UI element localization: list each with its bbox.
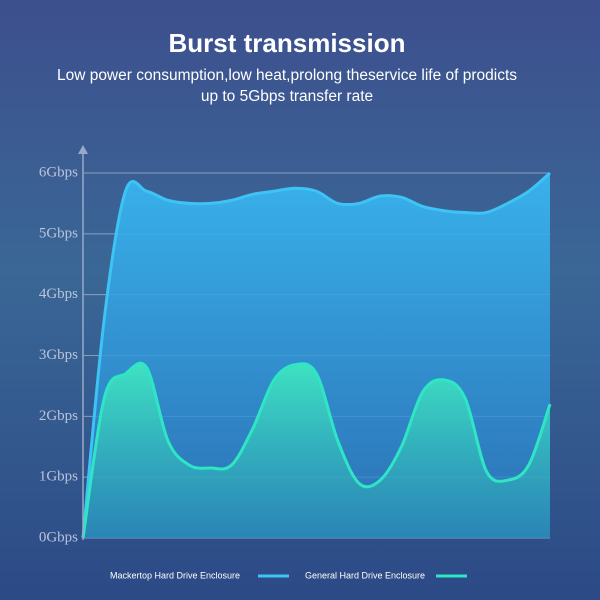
- legend-label: General Hard Drive Enclosure: [305, 570, 425, 580]
- subtitle: up to 5Gbps transfer rate: [201, 88, 373, 105]
- area: [83, 363, 550, 538]
- line: [81, 361, 552, 539]
- y-tick-label: 2Gbps: [39, 408, 78, 424]
- y-tick-label: 4Gbps: [39, 286, 78, 302]
- y-tick-label: 5Gbps: [39, 225, 78, 241]
- legend-label: Mackertop Hard Drive Enclosure: [110, 570, 240, 580]
- y-tick-label: 0Gbps: [39, 529, 78, 545]
- plot: [81, 171, 552, 539]
- axis-arrow: [78, 145, 88, 154]
- subtitle: Low power consumption,low heat,prolong t…: [57, 67, 517, 84]
- chart-title: Burst transmission: [169, 28, 406, 58]
- y-tick-label: 1Gbps: [39, 469, 78, 485]
- y-tick-label: 6Gbps: [39, 164, 78, 180]
- line: [81, 171, 551, 539]
- y-tick-label: 3Gbps: [39, 347, 78, 363]
